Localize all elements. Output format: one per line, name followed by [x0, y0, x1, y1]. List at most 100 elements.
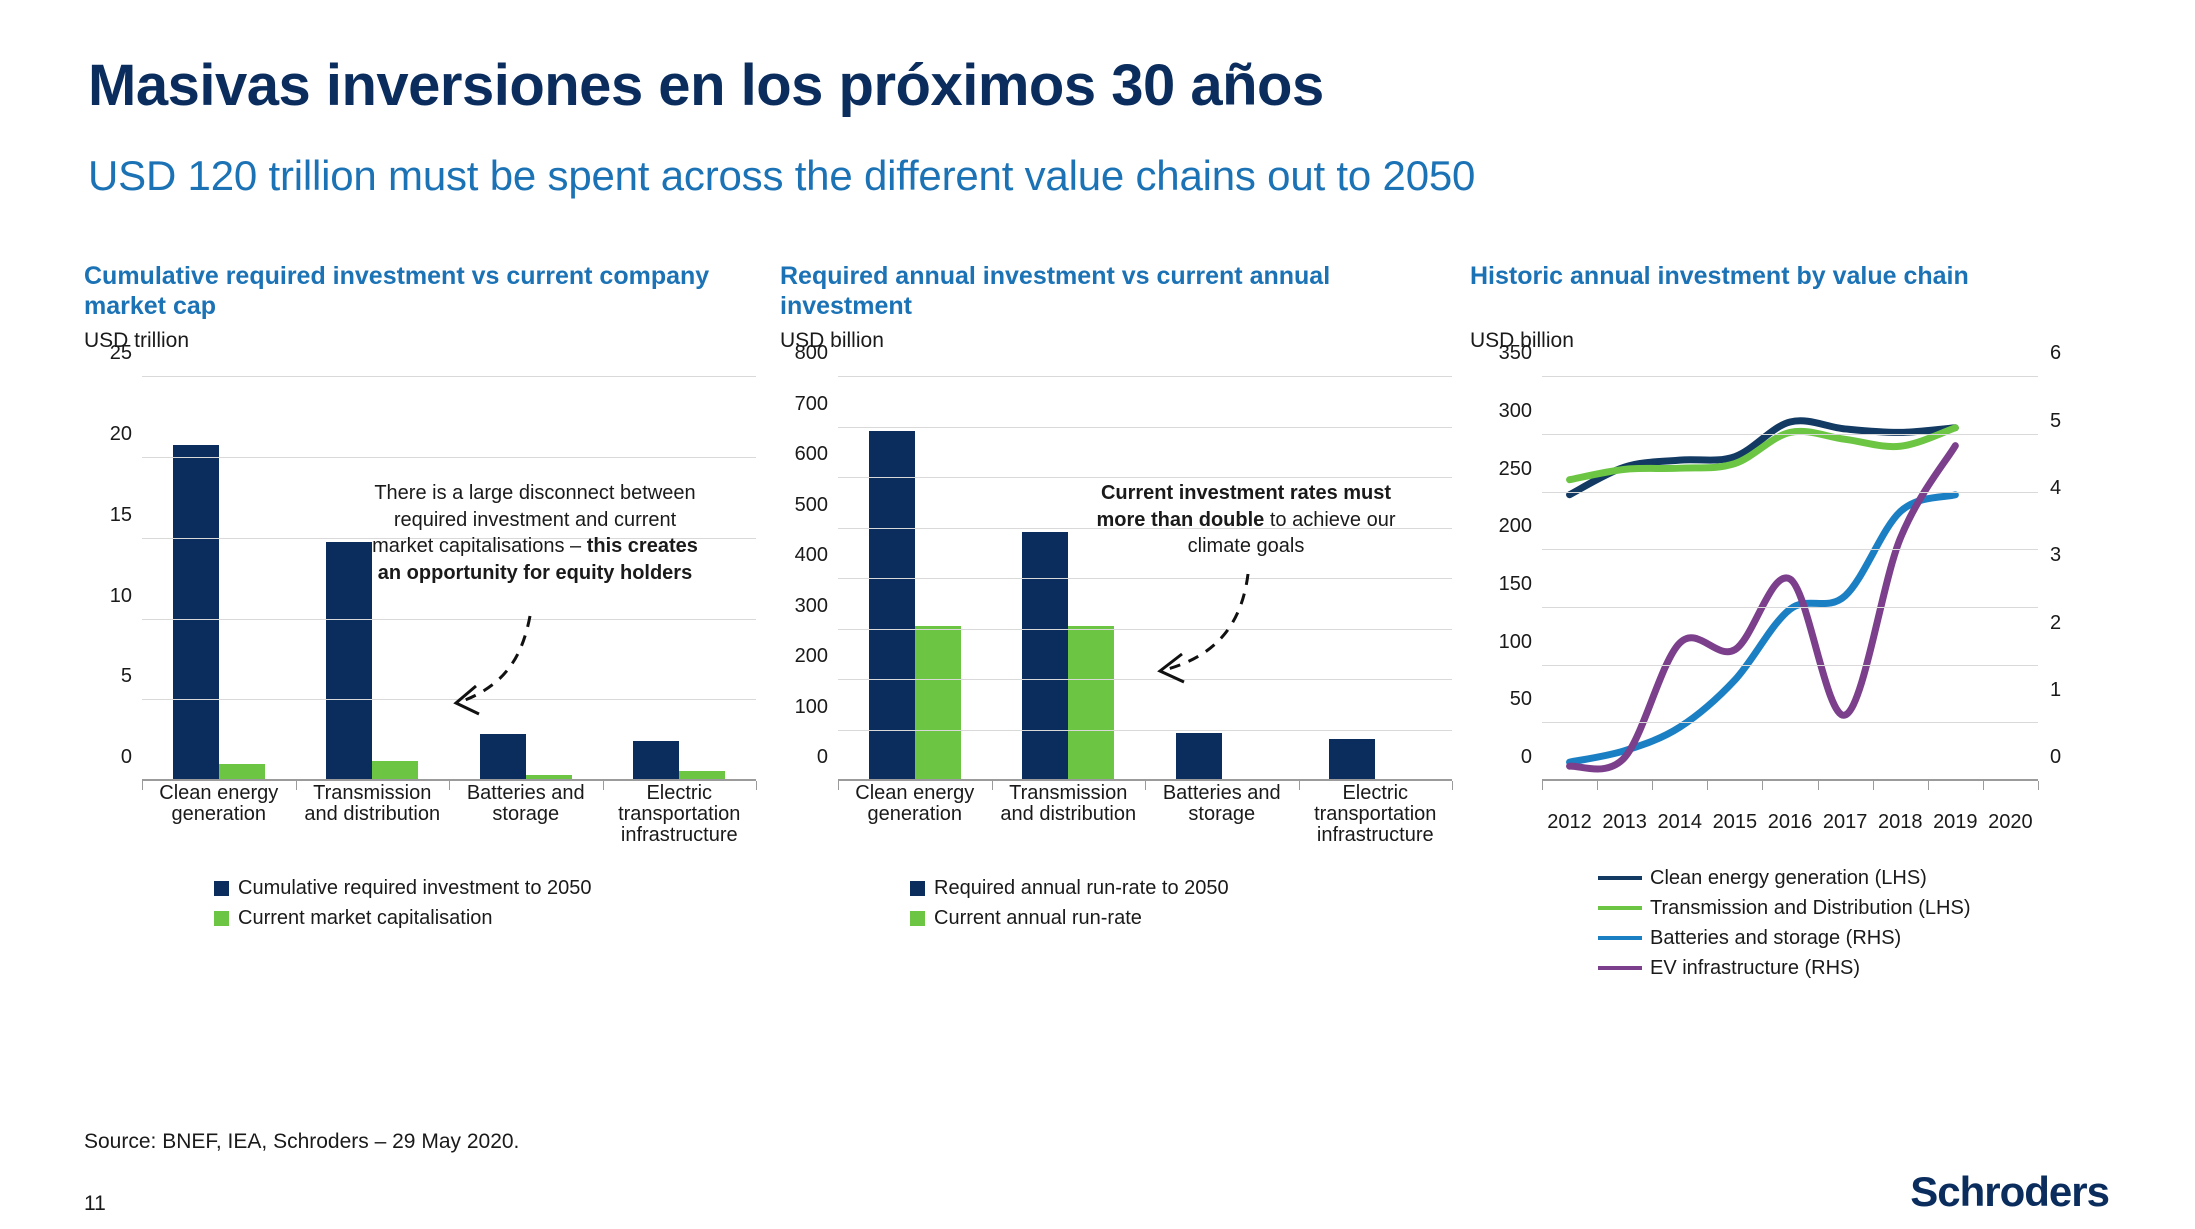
gridline — [1542, 722, 2038, 724]
x-axis-line — [142, 779, 756, 782]
line-series-svg — [1542, 377, 2038, 781]
bar-groups — [838, 377, 1452, 782]
x-axis-tickmark — [1298, 781, 1300, 791]
legend-label: Current market capitalisation — [238, 907, 493, 930]
callout-text-bold: Current investment rates must more than … — [1096, 482, 1392, 531]
legend-swatch-icon — [910, 880, 925, 896]
bar — [479, 734, 526, 782]
chart-units-label: USD trillion — [84, 329, 190, 352]
y-axis-tick-label: 0 — [816, 746, 828, 769]
y2-axis-tick-label: 2 — [2050, 611, 2062, 634]
gridline — [838, 376, 1452, 378]
bar — [172, 445, 219, 782]
x-axis-tickmark — [756, 781, 757, 791]
legend-label: Cumulative required investment to 2050 — [238, 877, 592, 900]
page-title: Masivas inversiones en los próximos 30 a… — [88, 53, 1324, 118]
gridline — [838, 679, 1452, 681]
y2-axis-tick-label: 0 — [2050, 746, 2062, 769]
x-axis-labels: Clean energy generation Transmission and … — [838, 783, 1452, 869]
legend-label: Required annual run-rate to 2050 — [934, 877, 1229, 900]
schroders-logo: Schroders — [1910, 1168, 2110, 1215]
plot-area: 0 5 10 15 20 25 — [110, 342, 757, 791]
chart-panel-annual-investment: Required annual investment vs current an… — [780, 262, 1460, 933]
callout-annotation-1: There is a large disconnect between requ… — [370, 480, 700, 586]
x-axis-tickmark — [602, 781, 604, 791]
chart-units-label: USD billion — [1470, 329, 1574, 352]
gridline — [1542, 780, 2038, 781]
line-chart-3: 0 50 100 150 200 250 300 350 0 1 2 3 4 5 6 2012 2013 201… — [1470, 342, 2110, 869]
chart-legend-3: Clean energy generation (LHS) Transmissi… — [1470, 863, 2110, 983]
line-series — [1570, 428, 1956, 480]
x-axis-tick-label: 2018 — [1877, 811, 1923, 834]
bar — [914, 626, 961, 782]
x-axis-tick-label: Electric transportation infrastructure — [618, 782, 741, 847]
gridline — [142, 699, 756, 701]
callout-text-plain: There is a large disconnect between requ… — [372, 482, 696, 558]
y-axis-tick-label: 20 — [109, 423, 132, 446]
y-axis-tick-label: 15 — [109, 503, 132, 526]
x-axis-tickmark — [1597, 781, 1599, 791]
legend-swatch-icon — [214, 880, 229, 896]
y-axis-tick-label: 50 — [1509, 688, 1532, 711]
gridline — [838, 578, 1452, 580]
x-axis-tick-label: Batteries and storage — [466, 782, 585, 826]
y-axis-tick-label: 5 — [120, 665, 132, 688]
x-axis-tickmark — [142, 781, 143, 791]
legend-item: Transmission and Distribution (LHS) — [1598, 893, 2110, 923]
chart-title: Historic annual investment by value chai… — [1470, 262, 1969, 290]
legend-item: Cumulative required investment to 2050 — [214, 873, 764, 903]
gridline — [1542, 607, 2038, 609]
bar — [372, 761, 419, 782]
y-axis-tick-label: 800 — [794, 342, 828, 365]
x-axis-line — [1542, 779, 2038, 782]
legend-item: Clean energy generation (LHS) — [1598, 863, 2110, 893]
y-axis-tick-label: 0 — [1520, 746, 1532, 769]
callout-arrow-icon-1 — [453, 615, 532, 716]
chart-title: Required annual investment vs current an… — [780, 262, 1331, 320]
x-axis-tickmark — [1707, 781, 1709, 791]
x-axis-tick-label: 2020 — [1988, 811, 2033, 834]
x-axis-tickmark — [1817, 781, 1819, 791]
y2-axis-tick-label: 4 — [2050, 476, 2062, 499]
legend-line-icon — [1598, 966, 1642, 971]
y-axis-tick-label: 100 — [1498, 630, 1532, 653]
bar-chart-2: 0 100 200 300 400 500 600 700 800 Clean energy g… — [780, 342, 1460, 869]
y-axis-tick-label: 100 — [794, 695, 828, 718]
gridline — [1542, 549, 2038, 551]
chart-units-label: USD billion — [780, 329, 884, 352]
page-number: 11 — [84, 1192, 106, 1215]
gridline — [838, 426, 1452, 428]
y-axis-tick-label: 300 — [794, 594, 828, 617]
y-axis-tick-label: 150 — [1498, 573, 1532, 596]
bar-chart-1: 0 5 10 15 20 25 Clean energy generation Transm… — [84, 342, 764, 869]
x-axis-tick-label: 2014 — [1657, 811, 1703, 834]
bar — [326, 542, 373, 782]
bar — [679, 770, 726, 782]
y-axis-tick-label: 500 — [794, 493, 828, 516]
y-axis-tick-label: 350 — [1498, 342, 1532, 365]
bar — [1068, 626, 1115, 782]
callout-annotation-2: Current investment rates must more than … — [1096, 480, 1396, 560]
source-note: Source: BNEF, IEA, Schroders – 29 May 20… — [84, 1130, 520, 1153]
legend-line-icon — [1598, 876, 1642, 881]
gridline — [838, 527, 1452, 529]
x-axis-labels: 2012 2013 2014 2015 2016 2017 2018 2019 2020 — [1542, 811, 2038, 841]
bar-group — [603, 377, 757, 782]
y2-axis-tick-label: 5 — [2050, 409, 2062, 432]
bar — [1329, 739, 1376, 782]
x-axis-tick-label: Transmission and distribution — [1000, 782, 1137, 826]
y-axis-tick-label: 25 — [109, 342, 132, 365]
bar-group — [296, 377, 450, 782]
plot-area: 0 100 200 300 400 500 600 700 800 — [795, 342, 1453, 791]
bar-group — [992, 377, 1146, 782]
bar — [633, 740, 680, 782]
bar — [1175, 732, 1222, 782]
x-axis-tickmark — [1872, 781, 1874, 791]
legend-item: Required annual run-rate to 2050 — [910, 873, 1460, 903]
callout-text-bold: this creates an opportunity for equity h… — [377, 535, 698, 584]
x-axis-tickmark — [1145, 781, 1146, 791]
y-axis-tick-label: 300 — [1498, 399, 1532, 422]
x-axis-tickmark — [295, 781, 297, 791]
legend-item: Current annual run-rate — [910, 903, 1460, 933]
y2-axis-tick-label: 6 — [2050, 342, 2062, 365]
